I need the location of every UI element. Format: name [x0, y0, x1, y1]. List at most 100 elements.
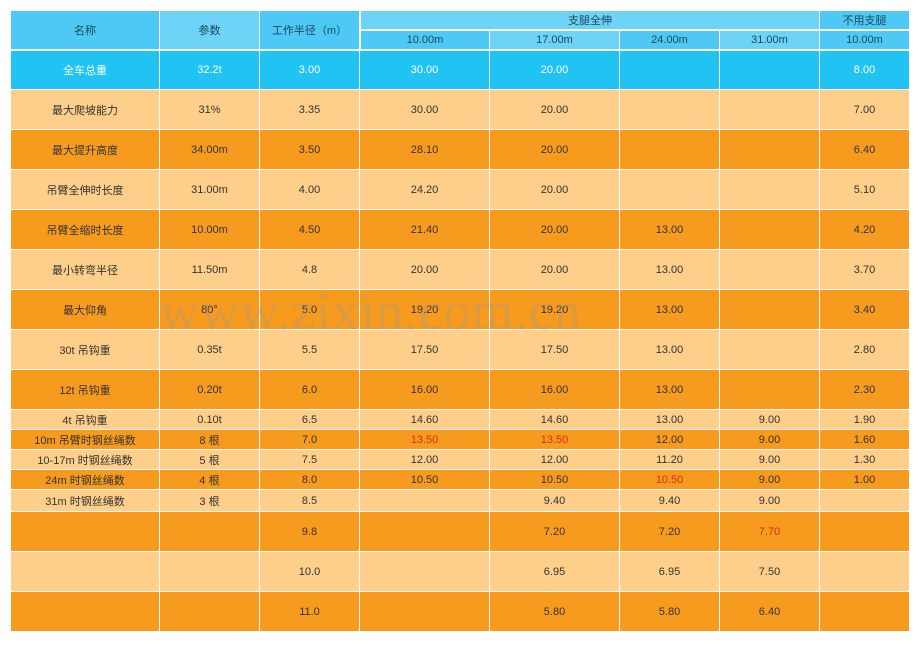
- row-val: 12.00: [360, 450, 490, 470]
- row-val: [720, 290, 820, 330]
- row-param: 0.20t: [160, 370, 260, 410]
- row-val: 14.60: [490, 410, 620, 430]
- row-radius: 3.35: [260, 90, 360, 130]
- row-val: 10.50: [620, 470, 720, 490]
- row-param: 3 根: [160, 490, 260, 512]
- row-val: 9.40: [490, 490, 620, 512]
- row-name: [10, 552, 160, 592]
- row-val: [720, 370, 820, 410]
- row-val: 7.50: [720, 552, 820, 592]
- row-val: [820, 552, 910, 592]
- hdr-c4: 10.00m: [360, 30, 490, 50]
- hdr-param: 参数: [160, 10, 260, 50]
- header-row-1: 名称 参数 工作半径（m） 支腿全伸 不用支腿 10.00m 17.00m 24…: [10, 10, 910, 50]
- row-val: 28.10: [360, 130, 490, 170]
- row-val: 9.00: [720, 410, 820, 430]
- row-val: 24.20: [360, 170, 490, 210]
- row-val: 20.00: [490, 250, 620, 290]
- row-val: 13.50: [360, 430, 490, 450]
- row-val: 9.40: [620, 490, 720, 512]
- row-val: 7.00: [820, 90, 910, 130]
- row-val: 16.00: [490, 370, 620, 410]
- row-val: 16.00: [360, 370, 490, 410]
- row-val: 2.30: [820, 370, 910, 410]
- row-val: 30.00: [360, 90, 490, 130]
- row-param: 32.2t: [160, 50, 260, 90]
- table-row: 10-17m 时钢丝绳数5 根7.512.0012.0011.209.001.3…: [10, 450, 910, 470]
- row-val: 6.95: [620, 552, 720, 592]
- row-val: 19.20: [360, 290, 490, 330]
- row-val: 8.00: [820, 50, 910, 90]
- row-val: 7.20: [620, 512, 720, 552]
- row-param: 34.00m: [160, 130, 260, 170]
- row-param: 31.00m: [160, 170, 260, 210]
- table-row: 10m 吊臂时钢丝绳数8 根7.013.5013.5012.009.001.60: [10, 430, 910, 450]
- row-name: 12t 吊钩重: [10, 370, 160, 410]
- row-val: [820, 490, 910, 512]
- row-val: 21.40: [360, 210, 490, 250]
- row-param: 11.50m: [160, 250, 260, 290]
- row-param: 10.00m: [160, 210, 260, 250]
- row-name: 10-17m 时钢丝绳数: [10, 450, 160, 470]
- row-radius: 11.0: [260, 592, 360, 632]
- hdr-radius: 工作半径（m）: [260, 10, 360, 50]
- row-val: 4.20: [820, 210, 910, 250]
- row-val: 20.00: [490, 170, 620, 210]
- row-val: 3.70: [820, 250, 910, 290]
- row-val: [720, 90, 820, 130]
- table-row: 9.87.207.207.70: [10, 512, 910, 552]
- row-name: [10, 592, 160, 632]
- hdr-full-ext: 支腿全伸: [360, 10, 820, 30]
- table-row: 10.06.956.957.50: [10, 552, 910, 592]
- row-val: [720, 130, 820, 170]
- row-val: 5.10: [820, 170, 910, 210]
- row-radius: 3.50: [260, 130, 360, 170]
- row-radius: 5.5: [260, 330, 360, 370]
- row-val: [620, 130, 720, 170]
- row-val: 30.00: [360, 50, 490, 90]
- row-radius: 10.0: [260, 552, 360, 592]
- table-row: 12t 吊钩重0.20t6.016.0016.0013.002.30: [10, 370, 910, 410]
- table-row: 24m 时钢丝绳数4 根8.010.5010.5010.509.001.00: [10, 470, 910, 490]
- table-row: 吊臂全伸时长度31.00m4.0024.2020.00 5.10: [10, 170, 910, 210]
- row-radius: 4.00: [260, 170, 360, 210]
- row-param: [160, 592, 260, 632]
- row-radius: 4.50: [260, 210, 360, 250]
- row-name: 最大仰角: [10, 290, 160, 330]
- row-radius: 6.5: [260, 410, 360, 430]
- row-val: [360, 592, 490, 632]
- table-row: 最小转弯半径11.50m4.820.0020.0013.003.70: [10, 250, 910, 290]
- table-row: 4t 吊钩重0.10t6.514.6014.6013.009.001.90: [10, 410, 910, 430]
- row-radius: 4.8: [260, 250, 360, 290]
- row-val: 17.50: [490, 330, 620, 370]
- row-val: 20.00: [490, 90, 620, 130]
- row-val: [720, 170, 820, 210]
- row-val: [620, 90, 720, 130]
- row-val: 12.00: [620, 430, 720, 450]
- row-val: 9.00: [720, 470, 820, 490]
- row-name: 吊臂全缩时长度: [10, 210, 160, 250]
- row-val: 13.00: [620, 250, 720, 290]
- row-val: 9.00: [720, 450, 820, 470]
- table-row: 全车总重32.2t3.0030.0020.00 8.00: [10, 50, 910, 90]
- row-name: 吊臂全伸时长度: [10, 170, 160, 210]
- row-radius: 3.00: [260, 50, 360, 90]
- row-val: 17.50: [360, 330, 490, 370]
- row-name: 24m 时钢丝绳数: [10, 470, 160, 490]
- row-radius: 7.5: [260, 450, 360, 470]
- row-name: 全车总重: [10, 50, 160, 90]
- row-val: 10.50: [490, 470, 620, 490]
- row-val: 14.60: [360, 410, 490, 430]
- row-name: 最大爬坡能力: [10, 90, 160, 130]
- row-val: 20.00: [490, 50, 620, 90]
- row-param: 0.10t: [160, 410, 260, 430]
- row-val: 12.00: [490, 450, 620, 470]
- row-val: 6.95: [490, 552, 620, 592]
- row-val: 13.00: [620, 210, 720, 250]
- hdr-c6: 24.00m: [620, 30, 720, 50]
- hdr-name: 名称: [10, 10, 160, 50]
- row-val: 13.00: [620, 410, 720, 430]
- row-val: 1.00: [820, 470, 910, 490]
- row-val: [360, 490, 490, 512]
- row-val: 20.00: [490, 130, 620, 170]
